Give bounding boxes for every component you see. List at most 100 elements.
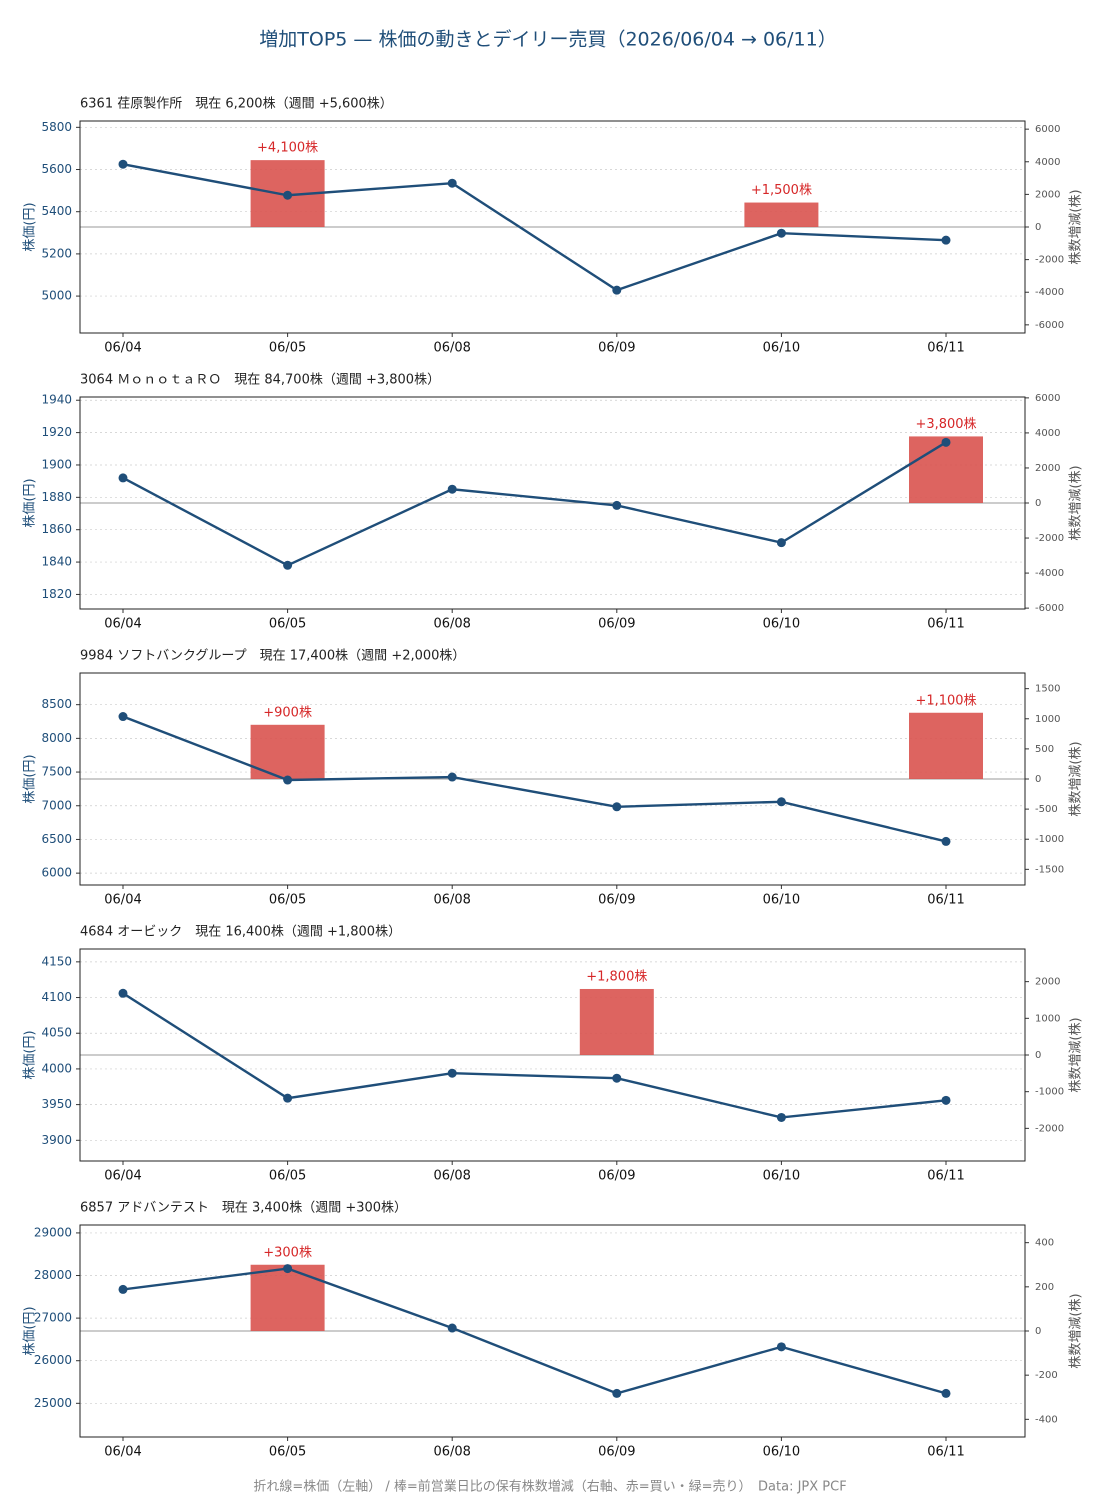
y-tick-label: 1880 xyxy=(41,490,72,504)
y2-tick-label: 0 xyxy=(1035,1050,1041,1061)
price-point xyxy=(612,802,622,812)
x-tick-label: 06/05 xyxy=(269,341,306,356)
y2-tick-label: 500 xyxy=(1035,744,1054,755)
y-tick-label: 1940 xyxy=(41,393,72,407)
y-tick-label: 1820 xyxy=(41,587,72,601)
y2-axis-label: 株数増減(株) xyxy=(1068,1017,1084,1092)
y2-tick-label: 1000 xyxy=(1035,1013,1060,1024)
x-tick-label: 06/11 xyxy=(927,617,964,632)
y-tick-label: 3900 xyxy=(41,1133,72,1147)
footer-note: 折れ線=株価（左軸） / 棒=前営業日比の保有株数増減（右軸、赤=買い・緑=売り… xyxy=(253,1479,846,1495)
y2-tick-label: -6000 xyxy=(1035,603,1064,614)
y2-tick-label: -4000 xyxy=(1035,287,1064,298)
x-tick-label: 06/08 xyxy=(433,893,470,908)
x-tick-label: 06/10 xyxy=(763,617,800,632)
x-tick-label: 06/10 xyxy=(763,1169,800,1184)
price-point xyxy=(447,1068,457,1078)
price-point xyxy=(612,1073,622,1083)
bar-value-label: +1,100株 xyxy=(915,693,976,708)
y-tick-label: 7000 xyxy=(41,798,72,812)
y-tick-label: 25000 xyxy=(34,1396,72,1410)
bar xyxy=(909,712,983,779)
y2-tick-label: 2000 xyxy=(1035,977,1060,988)
y-tick-label: 6500 xyxy=(41,832,72,846)
x-tick-label: 06/09 xyxy=(598,617,635,632)
y2-tick-label: 0 xyxy=(1035,1326,1041,1337)
y2-tick-label: 1000 xyxy=(1035,714,1060,725)
x-tick-label: 06/05 xyxy=(269,617,306,632)
y2-tick-label: -1000 xyxy=(1035,834,1064,845)
plot-frame xyxy=(79,1224,1026,1438)
y-axis-label: 株価(円) xyxy=(23,754,38,803)
price-point xyxy=(283,560,293,570)
y-tick-label: 27000 xyxy=(34,1311,72,1325)
y-axis-label: 株価(円) xyxy=(23,478,38,527)
y2-tick-label: 0 xyxy=(1035,498,1041,509)
y2-tick-label: 6000 xyxy=(1035,124,1060,135)
panel-title: 4684 オービック 現在 16,400株（週間 +1,800株） xyxy=(80,925,401,940)
price-point xyxy=(941,836,951,846)
price-point xyxy=(612,500,622,510)
y2-tick-label: -2000 xyxy=(1035,255,1064,266)
price-point xyxy=(118,159,128,169)
price-point xyxy=(118,473,128,483)
y2-tick-label: -1500 xyxy=(1035,864,1064,875)
x-tick-label: 06/08 xyxy=(433,617,470,632)
y-tick-label: 5000 xyxy=(41,289,72,303)
x-tick-label: 06/10 xyxy=(763,893,800,908)
x-tick-label: 06/10 xyxy=(763,1445,800,1460)
price-point xyxy=(941,1388,951,1398)
price-point xyxy=(612,1388,622,1398)
y-tick-label: 4100 xyxy=(41,990,72,1004)
price-point xyxy=(283,1093,293,1103)
y-tick-label: 1840 xyxy=(41,555,72,569)
y-tick-label: 1920 xyxy=(41,425,72,439)
bar-value-label: +4,100株 xyxy=(257,141,318,156)
y2-tick-label: 1500 xyxy=(1035,684,1060,695)
price-point xyxy=(118,712,128,722)
y2-tick-label: -4000 xyxy=(1035,568,1064,579)
price-point xyxy=(447,772,457,782)
y2-tick-label: 2000 xyxy=(1035,463,1060,474)
x-tick-label: 06/11 xyxy=(927,341,964,356)
price-point xyxy=(447,1323,457,1333)
y-tick-label: 5400 xyxy=(41,204,72,218)
plot-frame xyxy=(79,672,1026,886)
y-tick-label: 8500 xyxy=(41,697,72,711)
x-tick-label: 06/08 xyxy=(433,341,470,356)
x-tick-label: 06/05 xyxy=(269,1169,306,1184)
y-tick-label: 5800 xyxy=(41,120,72,134)
x-tick-label: 06/09 xyxy=(598,341,635,356)
price-line xyxy=(122,1267,947,1395)
plot-frame xyxy=(79,120,1026,334)
y-tick-label: 1900 xyxy=(41,457,72,471)
price-point xyxy=(283,775,293,785)
y-tick-label: 28000 xyxy=(34,1268,72,1282)
y2-tick-label: -2000 xyxy=(1035,1123,1064,1134)
y2-tick-label: -500 xyxy=(1035,804,1058,815)
y2-tick-label: -6000 xyxy=(1035,320,1064,331)
y-tick-label: 1860 xyxy=(41,522,72,536)
y2-tick-label: 6000 xyxy=(1035,393,1060,404)
price-point xyxy=(941,235,951,245)
bar xyxy=(250,1264,325,1331)
y-axis-label: 株価(円) xyxy=(23,1306,38,1355)
x-tick-label: 06/09 xyxy=(598,1169,635,1184)
price-point xyxy=(776,797,786,807)
price-point xyxy=(776,538,786,548)
y-tick-label: 3950 xyxy=(41,1097,72,1111)
y2-tick-label: -400 xyxy=(1035,1414,1058,1425)
plot-frame xyxy=(79,948,1026,1162)
x-tick-label: 06/10 xyxy=(763,341,800,356)
figure-title: 増加TOP5 — 株価の動きとデイリー売買（2026/06/04 → 06/11… xyxy=(259,29,836,51)
price-point xyxy=(447,484,457,494)
price-point xyxy=(941,1095,951,1105)
bar-value-label: +1,500株 xyxy=(751,183,812,198)
y2-tick-label: -200 xyxy=(1035,1370,1058,1381)
x-tick-label: 06/09 xyxy=(598,893,635,908)
price-point xyxy=(941,437,951,447)
panel-title: 3064 ＭｏｎｏｔａＲＯ 現在 84,700株（週間 +3,800株） xyxy=(80,373,440,388)
price-point xyxy=(118,1284,128,1294)
y-tick-label: 26000 xyxy=(34,1353,72,1367)
